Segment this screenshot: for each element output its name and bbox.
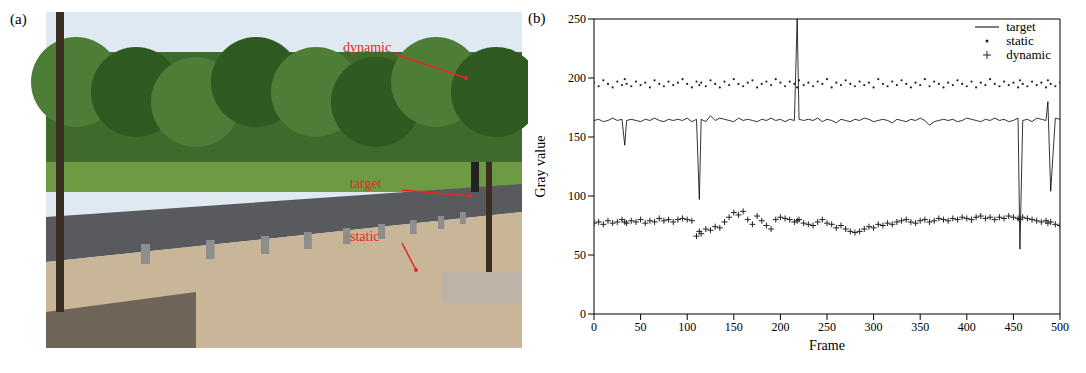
svg-text:Frame: Frame [809, 338, 845, 353]
svg-text:250: 250 [568, 12, 586, 26]
svg-text:dynamic: dynamic [343, 40, 391, 55]
html-text:dynamic: dynamic [1006, 47, 1051, 62]
svg-text:400: 400 [958, 320, 976, 334]
svg-text:0: 0 [591, 320, 597, 334]
svg-text:0: 0 [580, 307, 586, 321]
html-text:static: static [1006, 33, 1034, 48]
svg-text:350: 350 [911, 320, 929, 334]
svg-text:static: static [350, 229, 380, 244]
svg-text:200: 200 [568, 71, 586, 85]
svg-text:50: 50 [574, 248, 586, 262]
svg-text:(a): (a) [10, 11, 27, 28]
svg-text:Gray value: Gray value [533, 136, 548, 198]
svg-text:250: 250 [818, 320, 836, 334]
html-text:(b): (b) [528, 10, 546, 26]
svg-text:450: 450 [1004, 320, 1022, 334]
svg-text:150: 150 [725, 320, 743, 334]
svg-text:200: 200 [771, 320, 789, 334]
svg-text:100: 100 [568, 189, 586, 203]
svg-text:100: 100 [678, 320, 696, 334]
svg-text:150: 150 [568, 130, 586, 144]
svg-text:500: 500 [1051, 320, 1069, 334]
html-text:target: target [1006, 19, 1036, 34]
svg-text:target: target [350, 176, 382, 191]
svg-text:50: 50 [635, 320, 647, 334]
svg-text:300: 300 [865, 320, 883, 334]
